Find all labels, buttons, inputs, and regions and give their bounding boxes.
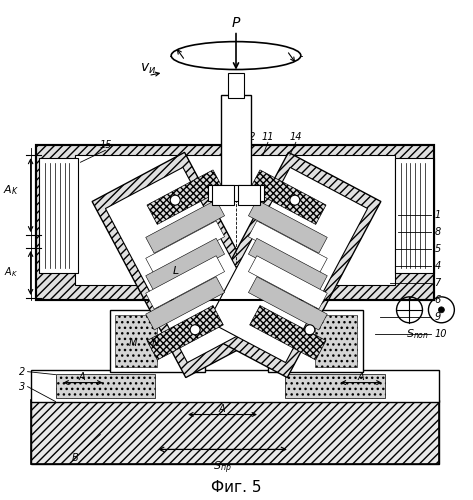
Text: $B$: $B$ — [71, 452, 79, 464]
Circle shape — [290, 195, 300, 205]
Text: $v_и$: $v_и$ — [140, 62, 157, 76]
Text: $L$: $L$ — [173, 264, 180, 276]
Text: $A$: $A$ — [78, 370, 87, 382]
Bar — [35, 146, 434, 300]
Text: 15: 15 — [99, 140, 112, 150]
Bar — [228, 72, 244, 99]
Text: $A$: $A$ — [358, 370, 366, 382]
Bar — [115, 315, 157, 366]
Polygon shape — [248, 221, 327, 274]
Text: 10: 10 — [434, 329, 447, 339]
Bar — [55, 374, 155, 398]
Bar — [221, 96, 251, 190]
Polygon shape — [248, 200, 327, 253]
Polygon shape — [248, 256, 327, 309]
Text: 8: 8 — [434, 227, 441, 237]
Polygon shape — [250, 170, 326, 224]
Text: 9: 9 — [434, 312, 441, 322]
Text: 7: 7 — [434, 278, 441, 288]
Bar — [315, 315, 357, 366]
Bar — [394, 158, 434, 273]
Polygon shape — [250, 306, 326, 360]
Polygon shape — [147, 306, 223, 360]
Text: $P$: $P$ — [231, 16, 241, 30]
Bar — [285, 374, 385, 398]
Text: $N$: $N$ — [151, 336, 160, 347]
Polygon shape — [146, 200, 225, 253]
Text: $S_{non}$: $S_{non}$ — [406, 327, 429, 340]
Text: $A_K$: $A_K$ — [4, 265, 18, 279]
Polygon shape — [195, 152, 381, 378]
Bar — [238, 185, 260, 205]
Polygon shape — [146, 256, 225, 309]
Circle shape — [190, 325, 200, 335]
Polygon shape — [248, 238, 327, 292]
Polygon shape — [92, 152, 278, 378]
Circle shape — [305, 325, 315, 335]
Text: 5: 5 — [434, 244, 441, 254]
Polygon shape — [147, 170, 223, 224]
Bar — [268, 310, 363, 372]
Text: $A_K$: $A_K$ — [3, 184, 18, 197]
Bar — [212, 185, 234, 205]
Bar — [110, 310, 205, 372]
Text: 4: 4 — [434, 261, 441, 271]
Polygon shape — [248, 276, 327, 330]
Bar — [35, 146, 434, 300]
Polygon shape — [146, 221, 225, 274]
Text: $A$: $A$ — [218, 402, 226, 413]
Polygon shape — [146, 276, 225, 330]
Bar — [31, 400, 439, 464]
Polygon shape — [105, 168, 265, 362]
Text: 13: 13 — [224, 132, 236, 142]
Bar — [39, 158, 79, 273]
Circle shape — [170, 195, 180, 205]
Polygon shape — [208, 168, 368, 362]
Text: 14: 14 — [289, 132, 302, 142]
Ellipse shape — [171, 42, 301, 70]
Bar — [76, 156, 394, 285]
Bar — [31, 370, 439, 402]
Text: 3: 3 — [19, 382, 26, 392]
Bar — [208, 185, 264, 201]
Polygon shape — [146, 238, 225, 292]
Bar — [31, 400, 439, 464]
Text: $S_{пр}$: $S_{пр}$ — [213, 460, 231, 476]
Circle shape — [438, 307, 445, 313]
Text: 2: 2 — [19, 366, 26, 376]
Text: $M$: $M$ — [128, 336, 139, 347]
Text: 11: 11 — [262, 132, 274, 142]
Text: 1: 1 — [434, 210, 441, 220]
Text: 12: 12 — [244, 132, 256, 142]
Text: 6: 6 — [434, 295, 441, 305]
Text: Фиг. 5: Фиг. 5 — [211, 480, 261, 495]
